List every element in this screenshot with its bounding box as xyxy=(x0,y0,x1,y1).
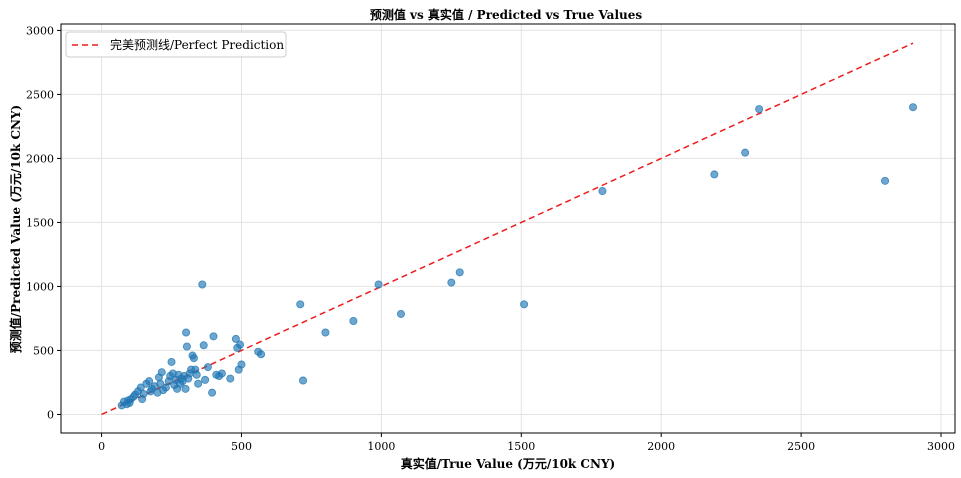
data-point xyxy=(181,384,190,393)
data-point xyxy=(237,360,246,369)
y-tick-label: 500 xyxy=(33,344,54,357)
x-axis-ticks: 0 500 1000 1500 2000 2500 3000 xyxy=(98,433,955,453)
x-tick-label: 1500 xyxy=(507,440,535,453)
data-point xyxy=(167,357,176,366)
data-point xyxy=(201,375,210,384)
data-point xyxy=(741,148,750,157)
y-tick-label: 2000 xyxy=(26,152,54,165)
y-tick-label: 0 xyxy=(47,408,54,421)
y-tick-label: 1000 xyxy=(26,280,54,293)
data-point xyxy=(217,369,226,378)
data-point xyxy=(231,334,240,343)
y-tick-label: 3000 xyxy=(26,24,54,37)
plot-frame xyxy=(60,23,956,434)
data-point xyxy=(199,341,208,350)
data-point xyxy=(209,332,218,341)
data-points xyxy=(117,103,918,410)
data-point xyxy=(208,388,217,397)
data-point xyxy=(396,309,405,318)
y-tick-label: 2500 xyxy=(26,88,54,101)
x-tick-label: 0 xyxy=(98,440,105,453)
data-point xyxy=(520,300,529,309)
data-point xyxy=(203,363,212,372)
x-tick-label: 3000 xyxy=(927,440,955,453)
data-point xyxy=(194,379,203,388)
data-point xyxy=(198,280,207,289)
legend-box xyxy=(65,31,287,58)
x-tick-label: 2000 xyxy=(647,440,675,453)
data-point xyxy=(755,105,764,114)
data-point xyxy=(296,300,305,309)
data-point xyxy=(192,370,201,379)
data-point xyxy=(710,170,719,179)
data-point xyxy=(447,278,456,287)
data-point xyxy=(182,342,191,351)
data-point xyxy=(881,176,890,185)
data-point xyxy=(189,354,198,363)
data-point xyxy=(455,268,464,277)
data-point xyxy=(257,350,266,359)
x-axis-label: 真实值/True Value (万元/10k CNY) xyxy=(401,456,615,471)
data-point xyxy=(226,374,235,383)
data-point xyxy=(157,368,166,377)
grid-lines xyxy=(61,24,955,433)
data-point xyxy=(145,377,154,386)
data-point xyxy=(236,340,245,349)
x-tick-label: 500 xyxy=(231,440,252,453)
data-point xyxy=(374,280,383,289)
chart-title: 预测值 vs 真实值 / Predicted vs True Values xyxy=(370,7,643,22)
y-tick-label: 1500 xyxy=(26,216,54,229)
legend-label: 完美预测线/Perfect Prediction xyxy=(110,37,284,52)
data-point xyxy=(182,328,191,337)
data-point xyxy=(598,187,607,196)
data-point xyxy=(139,389,148,398)
perfect-prediction-line xyxy=(101,42,914,416)
data-point xyxy=(299,376,308,385)
legend: 完美预测线/Perfect Prediction xyxy=(65,31,287,58)
x-tick-label: 1000 xyxy=(367,440,395,453)
data-point xyxy=(349,316,358,325)
x-tick-label: 2500 xyxy=(787,440,815,453)
data-point xyxy=(909,103,918,112)
y-axis-label: 预测值/Predicted Value (万元/10k CNY) xyxy=(8,105,23,353)
y-axis-ticks: 0 500 1000 1500 2000 2500 3000 xyxy=(26,24,61,421)
data-point xyxy=(321,328,330,337)
reference-line-layer xyxy=(101,42,914,416)
